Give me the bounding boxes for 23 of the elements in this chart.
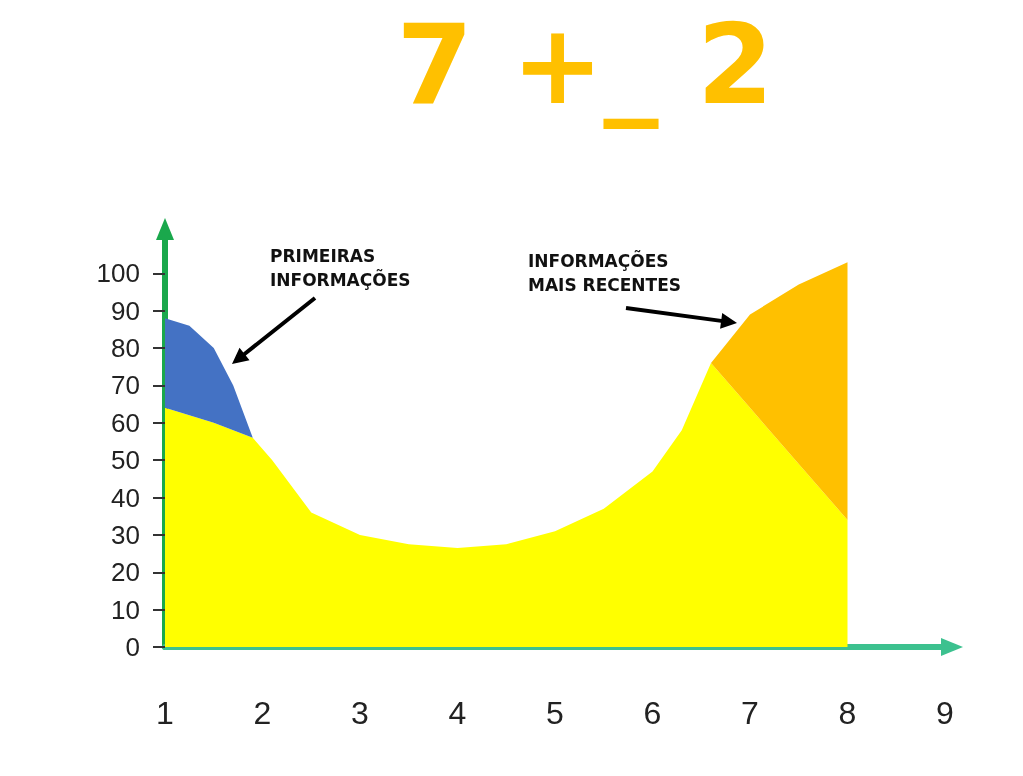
y-tick-label: 30 xyxy=(111,519,140,550)
x-tick-label: 4 xyxy=(448,695,467,731)
x-tick-label: 2 xyxy=(253,695,272,731)
y-tick-label: 100 xyxy=(96,258,140,289)
x-tick-label: 9 xyxy=(936,695,954,731)
y-tick-label: 40 xyxy=(111,482,140,513)
chart-title: 7 +_ 2 xyxy=(396,1,774,129)
y-tick-label: 90 xyxy=(111,295,140,326)
y-tick-label: 20 xyxy=(111,557,140,588)
x-tick-label: 7 xyxy=(741,695,759,731)
x-tick-label: 6 xyxy=(643,695,662,731)
x-tick-label: 5 xyxy=(546,695,564,731)
y-tick-label: 60 xyxy=(111,407,140,438)
y-tick-label: 10 xyxy=(111,594,140,625)
y-tick-label: 0 xyxy=(125,632,140,662)
x-tick-label: 3 xyxy=(351,695,369,731)
x-tick-label: 1 xyxy=(156,695,174,731)
x-tick-label: 8 xyxy=(838,695,857,731)
annotation: INFORMAÇÕES MAIS RECENTES xyxy=(528,249,682,297)
y-tick-label: 50 xyxy=(111,445,140,476)
annotation: PRIMEIRAS INFORMAÇÕES xyxy=(270,245,411,292)
y-tick-label: 70 xyxy=(111,370,140,401)
y-tick-label: 80 xyxy=(111,333,140,364)
